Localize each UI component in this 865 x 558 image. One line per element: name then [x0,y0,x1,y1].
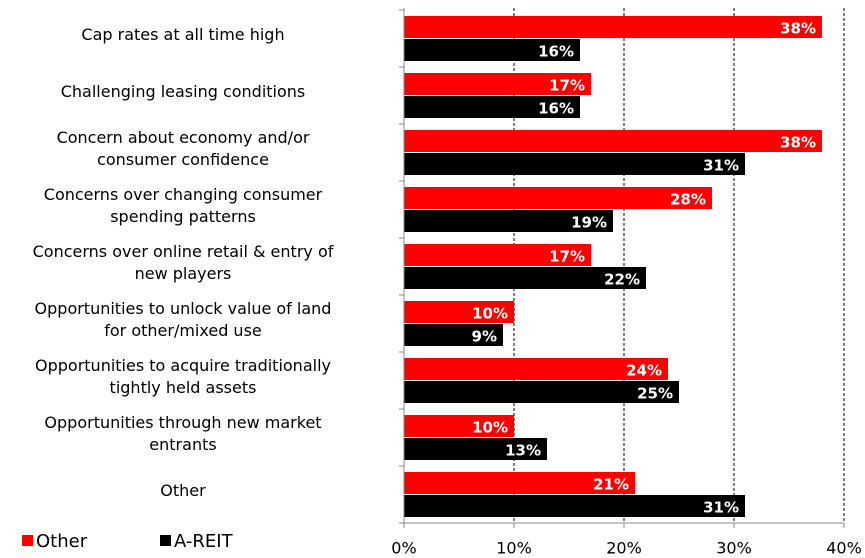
bar [404,324,503,346]
bar [404,358,668,380]
bar [404,73,591,95]
x-tick-label: 0% [391,539,416,558]
data-label: 38% [780,20,816,38]
data-label: 10% [472,305,508,323]
bar [404,153,745,175]
data-label: 16% [538,100,574,118]
category-label: Opportunities through new market entrant… [44,412,322,454]
data-label: 17% [549,248,585,266]
bar [404,495,745,517]
x-tick-label: 40% [826,539,862,558]
legend-label: A-REIT [174,531,234,552]
x-tick-label: 10% [496,539,532,558]
category-label: Challenging leasing conditions [60,81,306,101]
category-label: Concerns over online retail & entry of n… [32,241,334,283]
data-label: 10% [472,419,508,437]
category-label: Cap rates at all time high [81,24,285,44]
bar [404,472,635,494]
bar [404,267,646,289]
bar [404,415,514,437]
data-label: 28% [670,191,706,209]
bar [404,187,712,209]
bar [404,16,822,38]
x-tick-label: 30% [716,539,752,558]
bar [404,381,679,403]
bar [404,96,580,118]
bar [404,210,613,232]
data-label: 16% [538,43,574,61]
legend-swatch [160,535,171,546]
data-label: 22% [604,271,640,289]
data-label: 31% [703,157,739,175]
data-label: 9% [472,328,497,346]
category-label: Concerns over changing consumer spending… [43,184,323,226]
bar [404,244,591,266]
bar [404,301,514,323]
bar [404,438,547,460]
x-tick-label: 20% [606,539,642,558]
data-label: 25% [637,385,673,403]
category-label: Opportunities to acquire traditionally t… [35,355,331,397]
data-label: 24% [626,362,662,380]
category-label: Other [160,480,206,500]
bar [404,130,822,152]
data-label: 31% [703,499,739,517]
data-label: 17% [549,77,585,95]
data-label: 19% [571,214,607,232]
category-label: Opportunities to unlock value of land fo… [34,298,332,340]
bar [404,39,580,61]
category-label: Concern about economy and/or consumer co… [56,127,310,169]
legend-swatch [22,535,33,546]
data-label: 21% [593,476,629,494]
data-label: 38% [780,134,816,152]
legend-label: Other [36,531,88,552]
data-label: 13% [505,442,541,460]
